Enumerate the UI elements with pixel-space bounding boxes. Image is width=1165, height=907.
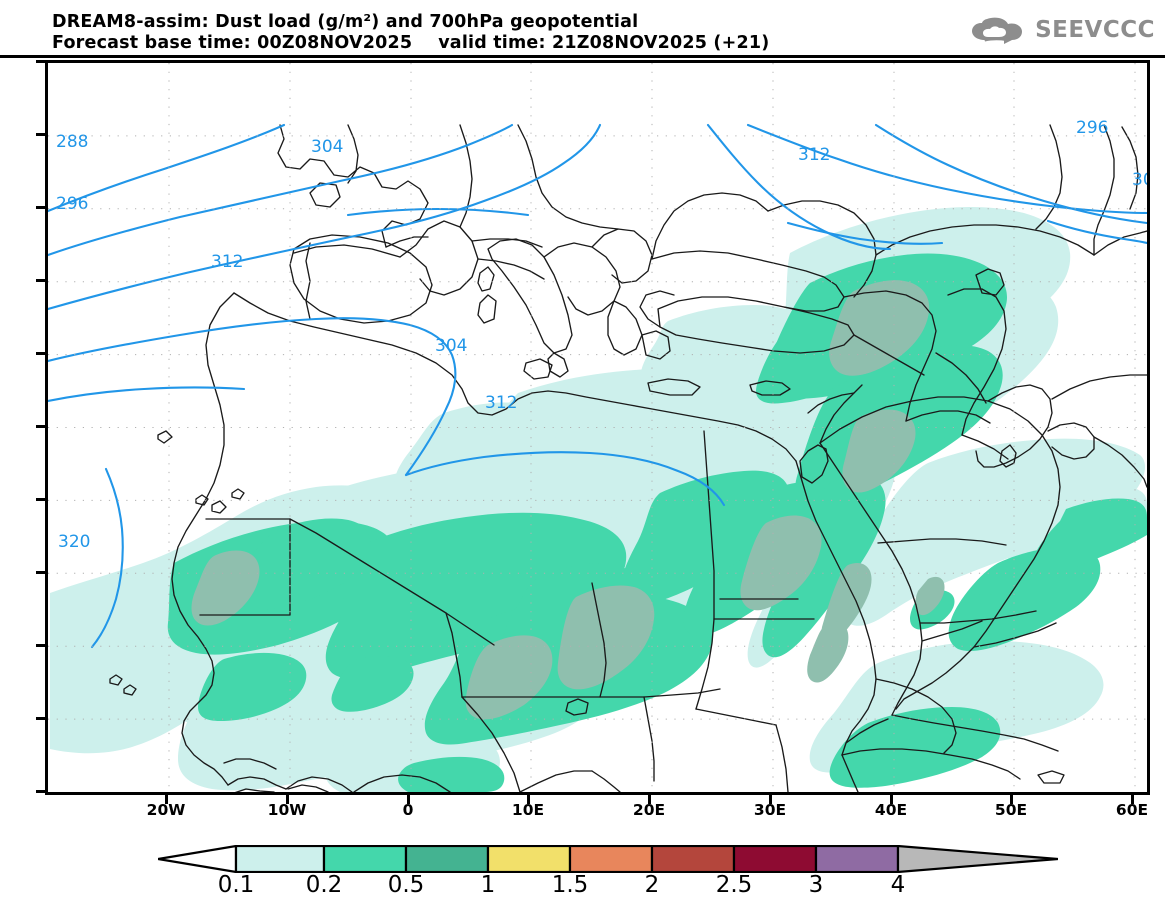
colorbar-under-cap bbox=[158, 845, 238, 873]
colorbar-over-cap bbox=[896, 845, 1058, 873]
lon-label-20E: 20E bbox=[632, 801, 666, 819]
lon-tick-10W bbox=[286, 795, 289, 804]
page-title: DREAM8-assim: Dust load (g/m²) and 700hP… bbox=[52, 12, 639, 32]
contour-label-304-b: 304 bbox=[435, 336, 467, 356]
colorbar-bin-1.5-2 bbox=[568, 845, 654, 873]
colorbar-label-0.5: 0.5 bbox=[387, 872, 425, 898]
contour-label-304-c: 30 bbox=[1132, 170, 1147, 190]
contour-label-312-b: 312 bbox=[485, 393, 517, 413]
contour-label-296: 296 bbox=[56, 194, 88, 214]
colorbar-label-2.5: 2.5 bbox=[715, 872, 753, 898]
coastlines bbox=[109, 124, 1147, 792]
colorbar-label-1: 1 bbox=[480, 872, 496, 898]
lon-tick-20E bbox=[648, 795, 651, 804]
dust-band-0.5-1 bbox=[191, 280, 945, 720]
lon-tick-40E bbox=[890, 795, 893, 804]
lon-label-20W: 20W bbox=[146, 801, 186, 819]
valid-time-text: valid time: 21Z08NOV2025 (+21) bbox=[438, 33, 770, 53]
lon-tick-60E bbox=[1131, 795, 1134, 804]
lon-tick-0 bbox=[407, 795, 410, 804]
geopotential-contours bbox=[48, 123, 1147, 649]
map-plot-area: 288 296 312 304 304 312 320 312 296 30 bbox=[45, 60, 1150, 795]
header: DREAM8-assim: Dust load (g/m²) and 700hP… bbox=[0, 0, 1165, 58]
colorbar-label-2: 2 bbox=[644, 872, 660, 898]
forecast-time-line: Forecast base time: 00Z08NOV2025 valid ti… bbox=[52, 33, 769, 53]
contour-label-304-a: 304 bbox=[311, 137, 343, 157]
map-canvas: 288 296 312 304 304 312 320 312 296 30 bbox=[48, 63, 1147, 792]
colorbar-swatches bbox=[158, 845, 1058, 873]
lon-label-40E: 40E bbox=[874, 801, 908, 819]
colorbar-label-0.1: 0.1 bbox=[217, 872, 255, 898]
contour-label-296-b: 296 bbox=[1076, 118, 1108, 138]
colorbar-bin-0.2-0.5 bbox=[322, 845, 408, 873]
header-divider bbox=[0, 55, 1165, 58]
lon-tick-50E bbox=[1010, 795, 1013, 804]
lon-label-50E: 50E bbox=[994, 801, 1028, 819]
seevccc-logo: SEEVCCC bbox=[970, 13, 1155, 47]
colorbar-label-3: 3 bbox=[808, 872, 824, 898]
lon-label-30E: 30E bbox=[753, 801, 787, 819]
dust-load-map: 288 296 312 304 304 312 320 312 296 30 bbox=[48, 63, 1147, 792]
lon-label-10E: 10E bbox=[511, 801, 545, 819]
colorbar-label-4: 4 bbox=[890, 872, 906, 898]
colorbar-bin-2-2.5 bbox=[650, 845, 736, 873]
lon-tick-10E bbox=[527, 795, 530, 804]
contour-labels: 288 296 312 304 304 312 320 312 296 30 bbox=[56, 118, 1147, 552]
contour-label-312-c: 312 bbox=[798, 145, 830, 165]
lon-label-0: 0 bbox=[402, 801, 414, 819]
colorbar-bin-0.5-1 bbox=[404, 845, 490, 873]
colorbar bbox=[158, 845, 1058, 873]
lon-label-10W: 10W bbox=[267, 801, 307, 819]
logo-text: SEEVCCC bbox=[1035, 16, 1155, 43]
gridlines bbox=[48, 63, 1147, 792]
contour-label-312-a: 312 bbox=[211, 252, 243, 272]
lon-tick-30E bbox=[769, 795, 772, 804]
colorbar-bin-1-1.5 bbox=[486, 845, 572, 873]
colorbar-label-1.5: 1.5 bbox=[551, 872, 589, 898]
cloud-wind-icon bbox=[972, 17, 1023, 44]
colorbar-bin-2.5-3 bbox=[732, 845, 818, 873]
colorbar-bin-3-4 bbox=[814, 845, 900, 873]
lon-label-60E: 60E bbox=[1115, 801, 1149, 819]
base-time-text: Forecast base time: 00Z08NOV2025 bbox=[52, 33, 413, 53]
contour-label-288: 288 bbox=[56, 132, 88, 152]
lon-tick-20W bbox=[165, 795, 168, 804]
colorbar-bin-0.1-0.2 bbox=[234, 845, 326, 873]
contour-label-320: 320 bbox=[58, 532, 90, 552]
colorbar-label-0.2: 0.2 bbox=[305, 872, 343, 898]
